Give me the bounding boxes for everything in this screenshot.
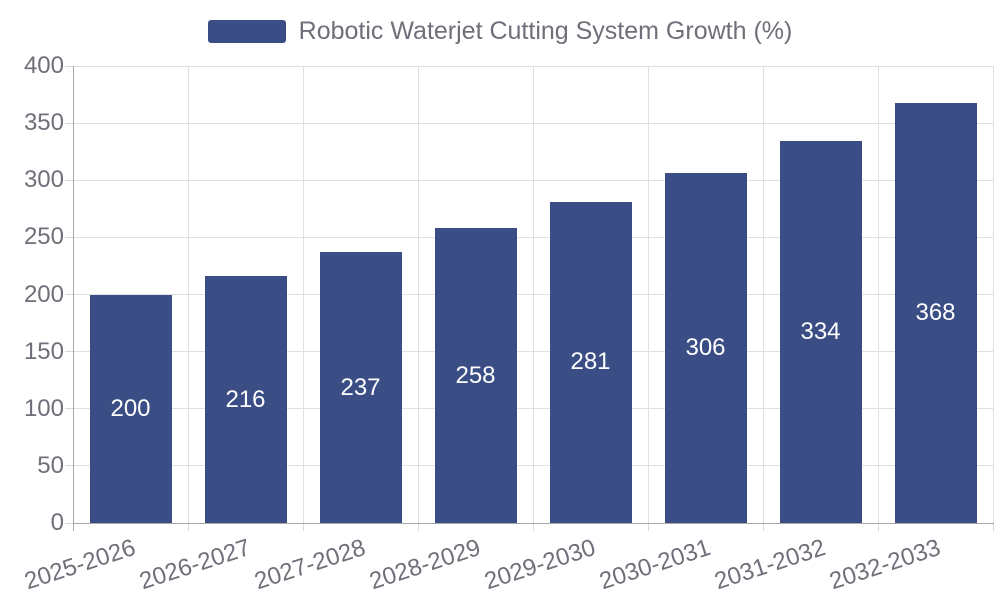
y-axis-label: 300 — [23, 166, 64, 194]
gridline-vertical — [532, 66, 534, 523]
y-axis-label: 400 — [23, 52, 64, 79]
legend-label[interactable]: Robotic Waterjet Cutting System Growth (… — [298, 17, 793, 45]
y-axis-tick — [65, 522, 73, 524]
y-axis-label: 200 — [23, 280, 64, 308]
plot-area: 0 50 100 150 200 250 300 350 400 200 2025-2026 216 2… — [21, 54, 994, 595]
y-axis-label: 250 — [23, 223, 64, 251]
bar[interactable]: 281 — [549, 201, 632, 523]
gridline-vertical — [762, 66, 764, 523]
bar-value-label: 216 — [225, 385, 266, 413]
x-axis-label: 2032-2033 — [826, 534, 944, 596]
gridline-vertical — [417, 66, 419, 523]
y-axis-tick — [65, 236, 73, 238]
x-axis-tick — [532, 523, 534, 531]
bar-value-label: 200 — [110, 394, 151, 422]
bar[interactable]: 306 — [664, 173, 747, 523]
x-axis-label: 2026-2027 — [136, 534, 254, 596]
bar-value-label: 281 — [570, 348, 611, 376]
x-axis-tick — [877, 523, 879, 531]
y-axis-tick — [65, 65, 73, 67]
bar[interactable]: 334 — [779, 141, 862, 523]
bar-value-label: 334 — [800, 318, 841, 346]
bar-value-label: 306 — [685, 334, 726, 362]
y-axis-label: 350 — [23, 109, 64, 137]
x-axis-tick — [992, 523, 994, 531]
y-axis-tick — [65, 351, 73, 353]
gridline-vertical — [877, 66, 879, 523]
x-axis-tick — [647, 523, 649, 531]
x-axis-tick — [762, 523, 764, 531]
x-axis-label: 2030-2031 — [596, 534, 714, 596]
bar-value-label: 237 — [340, 373, 381, 401]
bar[interactable]: 200 — [89, 294, 172, 523]
bar[interactable]: 237 — [319, 252, 402, 523]
bar[interactable]: 216 — [204, 276, 287, 523]
y-axis-label: 150 — [23, 337, 64, 365]
x-axis-label: 2025-2026 — [21, 534, 139, 596]
chart-legend[interactable]: Robotic Waterjet Cutting System Growth (… — [0, 17, 1000, 45]
y-axis-tick — [65, 465, 73, 467]
x-axis-label: 2028-2029 — [366, 534, 484, 596]
bar-value-label: 368 — [915, 298, 956, 326]
x-axis-tick — [417, 523, 419, 531]
x-axis-label: 2031-2032 — [711, 534, 829, 596]
x-axis-tick — [302, 523, 304, 531]
bar[interactable]: 258 — [434, 228, 517, 523]
x-axis-line — [72, 522, 994, 524]
bar[interactable]: 368 — [894, 102, 977, 523]
y-axis-label: 0 — [50, 509, 64, 536]
y-axis-line — [72, 66, 74, 531]
x-axis-label: 2029-2030 — [481, 534, 599, 596]
y-axis-tick — [65, 408, 73, 410]
x-axis-tick — [187, 523, 189, 531]
gridline-vertical — [647, 66, 649, 523]
gridline-vertical — [302, 66, 304, 523]
y-axis-tick — [65, 179, 73, 181]
legend-swatch[interactable] — [207, 19, 286, 43]
y-axis-label: 50 — [37, 451, 64, 479]
gridline-vertical — [992, 66, 994, 523]
y-axis-tick — [65, 122, 73, 124]
gridline-vertical — [187, 66, 189, 523]
y-axis-label: 100 — [23, 394, 64, 422]
y-axis-tick — [65, 294, 73, 295]
x-axis-label: 2027-2028 — [251, 534, 369, 596]
bar-value-label: 258 — [455, 361, 496, 389]
